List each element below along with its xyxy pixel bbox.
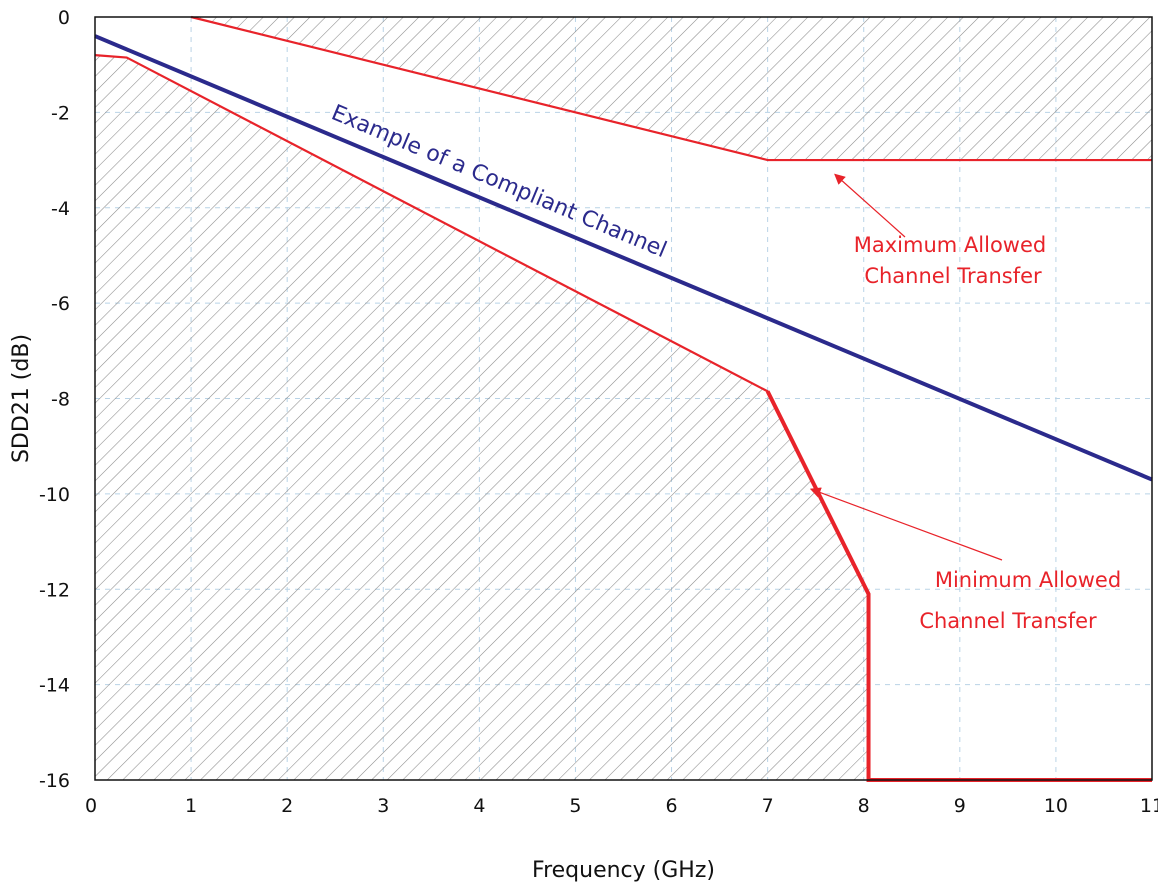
x-tick-label: 6 (665, 795, 677, 817)
x-tick-label: 0 (85, 795, 97, 817)
series-line-1 (190, 15, 1152, 162)
x-tick-labels: 0 1 2 3 4 5 6 7 8 9 10 11 (85, 795, 1158, 817)
y-tick-label: -4 (51, 198, 70, 220)
y-tick-label: -14 (39, 675, 70, 697)
y-tick-label: -12 (39, 579, 70, 601)
x-tick-label: 8 (858, 795, 870, 817)
plot-frame (94, 16, 1153, 781)
x-tick-label: 1 (185, 795, 197, 817)
y-tick-label: 0 (58, 7, 70, 29)
x-tick-label: 7 (762, 795, 774, 817)
x-tick-label: 4 (473, 795, 485, 817)
min-transfer-annotation-line-1: Minimum Allowed (935, 568, 1121, 592)
x-tick-label: 10 (1044, 795, 1068, 817)
y-tick-label: -2 (51, 102, 70, 124)
x-tick-label: 9 (954, 795, 966, 817)
max-transfer-annotation-line-2: Channel Transfer (864, 264, 1042, 288)
x-tick-label: 3 (377, 795, 389, 817)
series-line-0 (94, 34, 1153, 482)
y-axis-title: SDD21 (dB) (9, 334, 34, 463)
y-tick-label: -8 (51, 389, 70, 411)
x-tick-label: 2 (281, 795, 293, 817)
x-tick-label: 5 (569, 795, 581, 817)
max-transfer-annotation-line-1: Maximum Allowed (854, 233, 1046, 257)
x-axis-title: Frequency (GHz) (532, 858, 715, 883)
hatched-regions (94, 16, 1153, 781)
y-tick-label: -6 (51, 293, 70, 315)
y-tick-label: -10 (39, 484, 70, 506)
y-tick-labels: 0 -2 -4 -6 -8 -10 -12 -14 -16 (39, 7, 70, 792)
x-tick-label: 11 (1140, 795, 1158, 817)
min-transfer-annotation-line-2: Channel Transfer (919, 609, 1097, 633)
min-transfer-arrow (809, 487, 1003, 561)
max-transfer-arrow (834, 173, 906, 238)
y-tick-label: -16 (39, 770, 70, 792)
